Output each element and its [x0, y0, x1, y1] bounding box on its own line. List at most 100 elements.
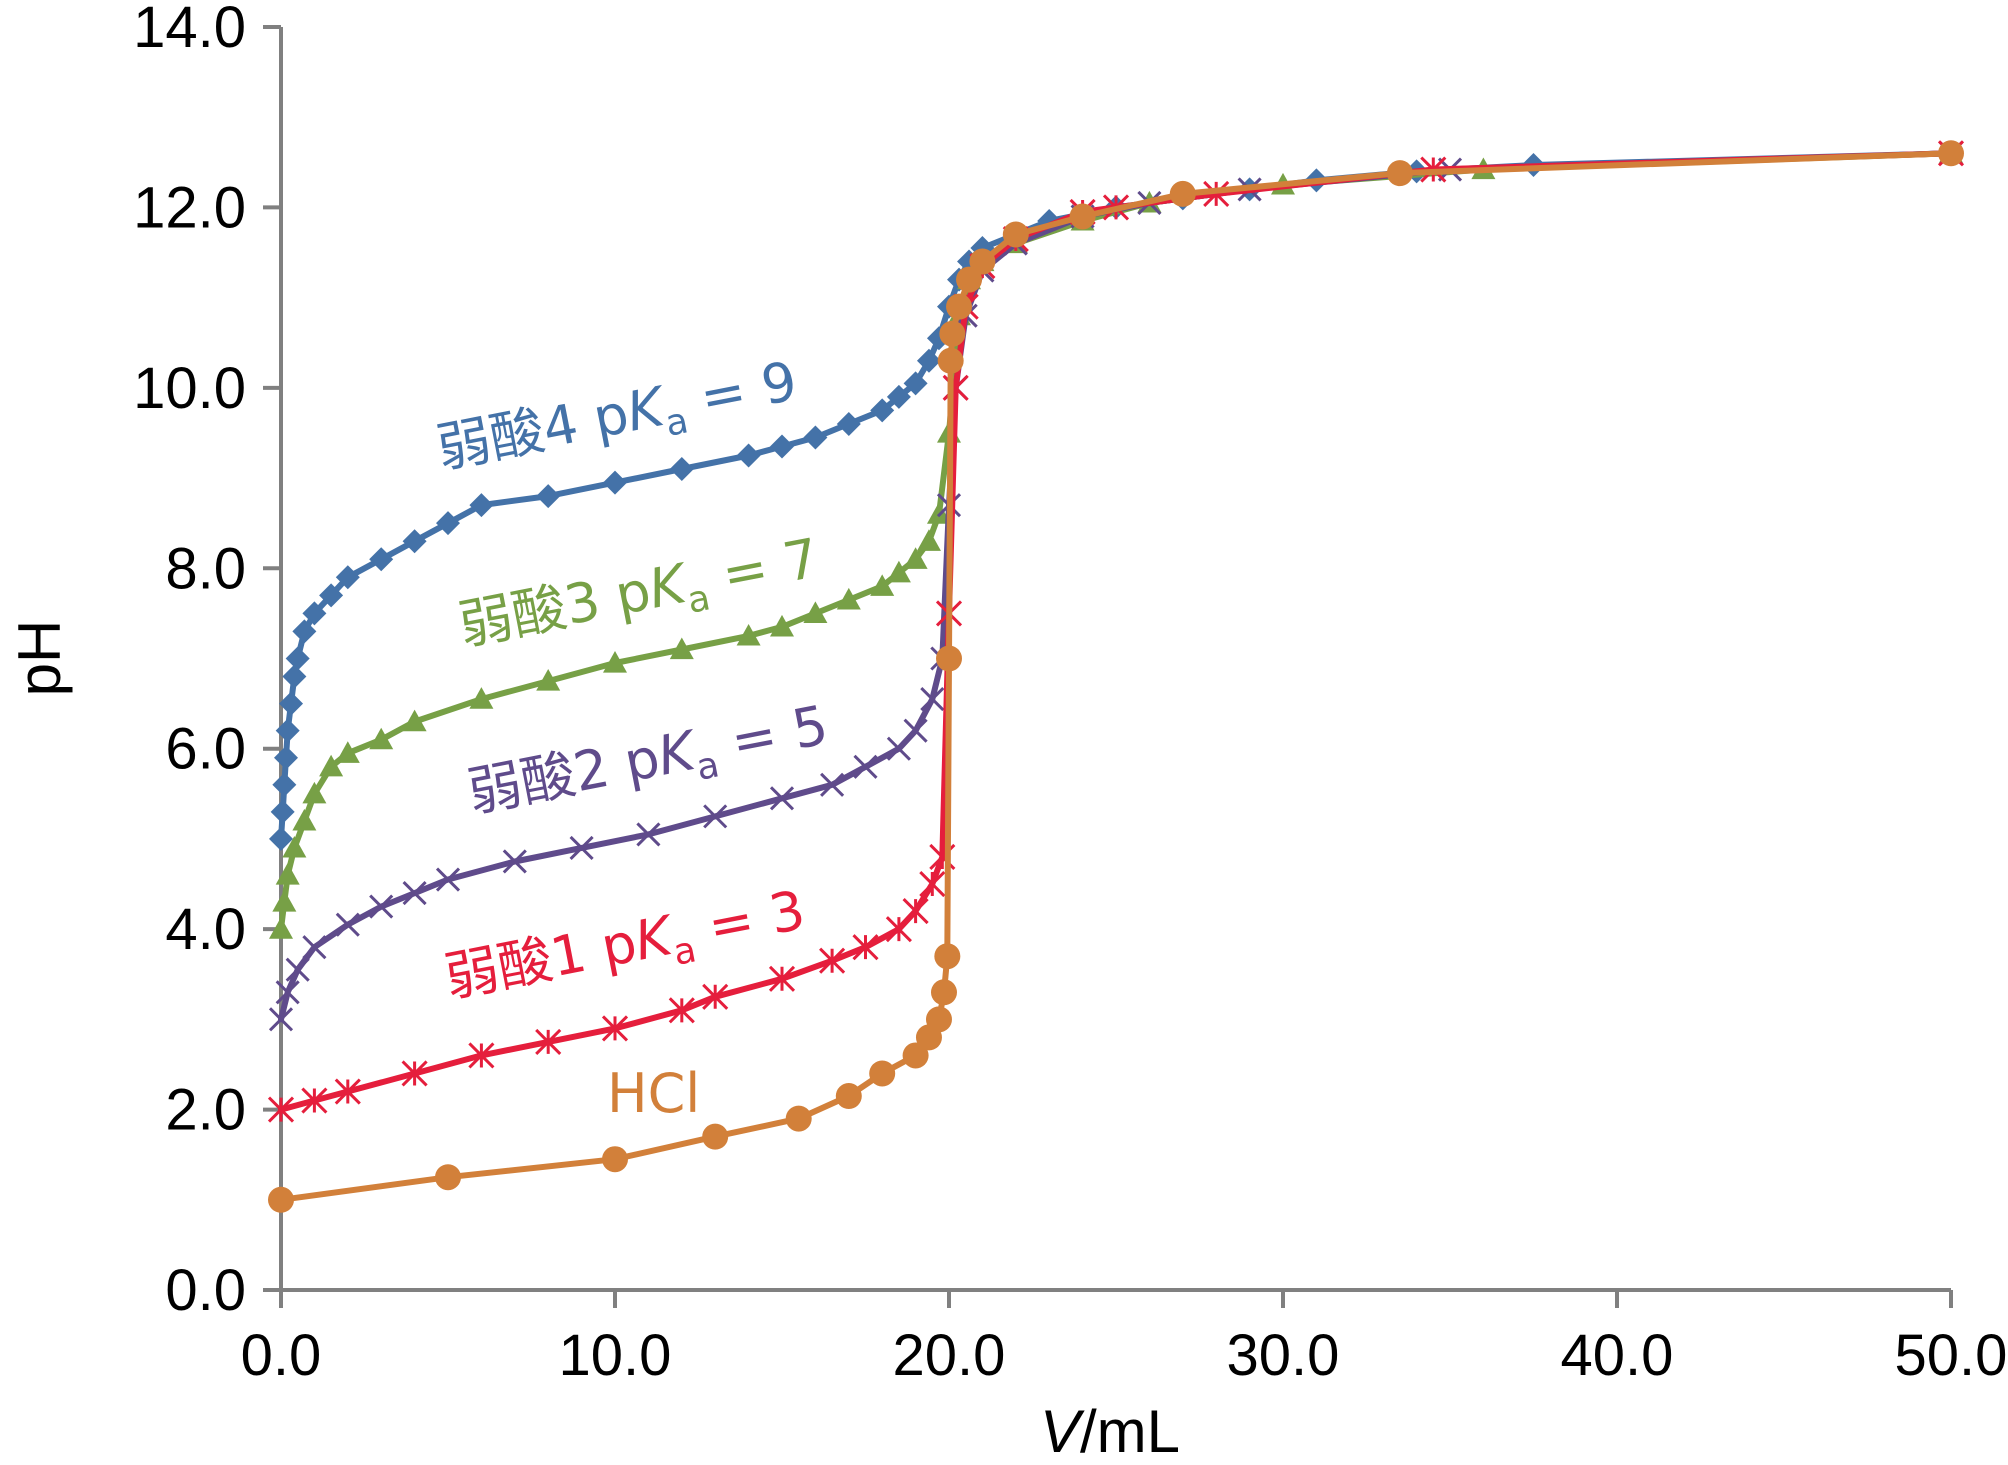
data-point — [870, 398, 895, 423]
data-point — [285, 957, 310, 982]
data-point — [939, 320, 966, 347]
series-label-hcl: HCl — [607, 1062, 700, 1125]
y-tick-label: 4.0 — [165, 897, 246, 962]
x-tick-label: 30.0 — [1227, 1323, 1340, 1388]
data-point — [1169, 180, 1196, 207]
data-point — [836, 587, 861, 610]
series-label-weak-acid-1: 弱酸1 pKa = 3 — [439, 878, 811, 1017]
data-point — [803, 601, 828, 623]
x-axis-ticks: 0.0 10.0 20.0 30.0 40.0 50.0 — [241, 1290, 2008, 1388]
data-point — [435, 1164, 461, 1191]
data-point — [669, 637, 694, 660]
data-point — [835, 1083, 862, 1110]
data-point — [836, 411, 861, 436]
series-label-weak-acid-4: 弱酸4 pKa = 9 — [431, 349, 803, 488]
data-point — [820, 772, 845, 797]
data-point — [292, 808, 317, 831]
data-point — [401, 1060, 428, 1087]
data-point — [770, 434, 794, 459]
data-point — [942, 374, 969, 401]
data-point — [926, 502, 951, 524]
data-point — [702, 1123, 729, 1150]
data-point — [469, 493, 494, 518]
data-point — [919, 870, 946, 898]
data-point — [275, 863, 300, 885]
data-point — [930, 979, 957, 1006]
data-point — [602, 1146, 628, 1173]
x-axis-title-variable: V — [1040, 1398, 1085, 1465]
data-point — [920, 687, 945, 712]
x-tick-label: 50.0 — [1895, 1323, 2008, 1388]
series-2 — [269, 141, 1963, 939]
data-point — [803, 425, 828, 450]
data-point — [282, 835, 307, 858]
data-point — [502, 849, 527, 874]
data-point — [936, 645, 962, 672]
data-point — [268, 1186, 294, 1213]
y-axis-title: pH — [6, 620, 73, 697]
data-point — [1938, 140, 1964, 167]
data-point — [319, 583, 344, 608]
data-point — [369, 727, 394, 750]
data-point — [279, 691, 304, 716]
y-tick-label: 12.0 — [133, 175, 246, 240]
data-point — [916, 529, 941, 551]
data-point — [1386, 160, 1413, 187]
data-point — [369, 547, 394, 572]
series-label-weak-acid-3: 弱酸3 pKa = 7 — [453, 526, 825, 665]
data-point — [268, 1007, 294, 1032]
data-point — [269, 826, 293, 851]
data-point — [275, 980, 300, 1005]
data-point — [402, 880, 427, 906]
x-tick-label: 0.0 — [241, 1323, 322, 1388]
data-point — [335, 912, 360, 937]
data-point — [468, 1042, 495, 1069]
data-point — [301, 1087, 328, 1114]
y-axis-ticks: 0.0 2.0 4.0 6.0 8.0 10.0 12.0 14.0 — [133, 0, 281, 1323]
data-point — [335, 741, 360, 763]
data-point — [869, 1060, 896, 1087]
data-point — [302, 935, 327, 960]
y-tick-label: 10.0 — [133, 356, 246, 421]
y-tick-label: 0.0 — [165, 1258, 246, 1323]
data-point — [785, 1105, 812, 1132]
data-point — [319, 754, 344, 777]
data-point — [937, 347, 964, 374]
data-point — [270, 799, 295, 824]
data-point — [302, 601, 327, 626]
data-point — [925, 1006, 952, 1033]
data-point — [852, 934, 879, 961]
data-point — [702, 983, 729, 1010]
data-point — [402, 709, 427, 732]
data-point — [969, 248, 996, 275]
data-point — [603, 470, 627, 495]
data-point — [853, 754, 878, 779]
data-point — [636, 822, 661, 847]
data-point — [274, 745, 299, 770]
y-tick-label: 2.0 — [165, 1078, 246, 1143]
data-point — [902, 1042, 929, 1069]
data-point — [267, 1096, 295, 1123]
data-point — [769, 786, 795, 811]
data-point — [1002, 221, 1029, 248]
data-point — [535, 1028, 562, 1055]
series-1 — [269, 141, 1963, 851]
data-point — [768, 965, 796, 992]
data-point — [302, 781, 327, 804]
data-point — [569, 835, 594, 861]
data-point — [601, 1015, 629, 1042]
data-point — [334, 1078, 361, 1105]
data-point — [886, 560, 911, 583]
x-axis-title-unit: /mL — [1080, 1398, 1180, 1465]
data-point — [903, 718, 928, 743]
series-5 — [268, 140, 1964, 1213]
data-point — [275, 718, 300, 743]
data-point — [282, 664, 307, 689]
data-point — [736, 623, 761, 646]
data-point — [1203, 180, 1230, 207]
data-point — [285, 646, 310, 671]
data-point — [1069, 203, 1096, 230]
data-point — [902, 898, 929, 925]
data-point — [736, 443, 761, 468]
